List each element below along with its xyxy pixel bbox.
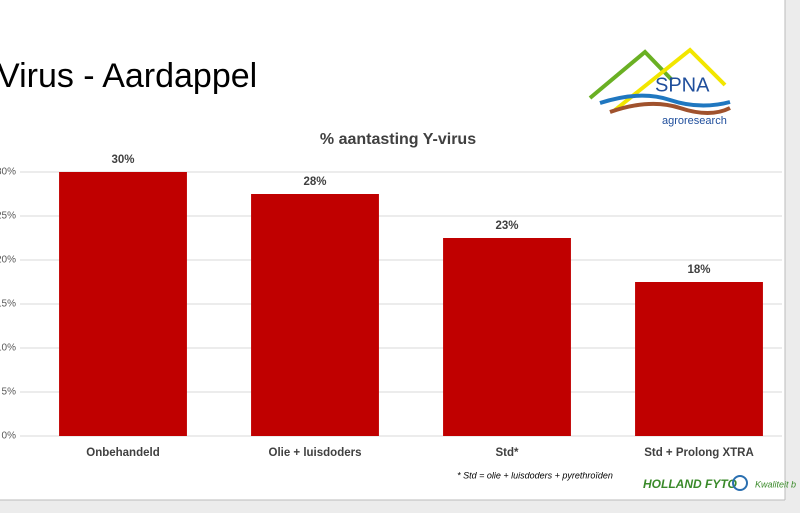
y-tick-label: 5%: [2, 387, 17, 398]
bar: [251, 194, 379, 436]
logo-shape: [599, 93, 731, 108]
x-tick-label: Onbehandeld: [86, 447, 159, 459]
y-tick-label: 15%: [0, 299, 16, 310]
bar: [59, 172, 187, 436]
logo-text: HOLLAND FYTO: [643, 477, 737, 491]
logo-text: agroresearch: [662, 115, 727, 127]
bar: [635, 282, 763, 436]
slide-title: Virus - Aardappel: [0, 57, 257, 95]
value-label: 30%: [111, 154, 134, 166]
logo-text: SPNA: [655, 74, 710, 96]
logo-shape: [732, 475, 748, 491]
hollandfyto-logo: HOLLAND FYTO Kwaliteit b: [643, 475, 796, 491]
footnote: * Std = olie + luisdoders + pyrethroïden: [457, 470, 613, 480]
value-label: 23%: [495, 220, 518, 232]
y-tick-label: 30%: [0, 167, 16, 178]
x-tick-label: Std + Prolong XTRA: [644, 447, 754, 459]
value-label: 18%: [687, 264, 710, 276]
x-tick-label: Olie + luisdoders: [269, 447, 362, 459]
spna-logo: SPNA agroresearch: [588, 47, 731, 127]
y-tick-label: 0%: [2, 431, 17, 442]
y-tick-label: 25%: [0, 211, 16, 222]
chart-title: % aantasting Y-virus: [320, 131, 476, 148]
bar: [443, 238, 571, 436]
x-tick-label: Std*: [496, 447, 520, 459]
logo-text: Kwaliteit b: [755, 479, 796, 489]
value-label: 28%: [303, 176, 326, 188]
logo-shape: [609, 101, 731, 115]
y-tick-label: 20%: [0, 255, 16, 266]
y-tick-label: 10%: [0, 343, 16, 354]
logo-shape: [613, 47, 727, 112]
